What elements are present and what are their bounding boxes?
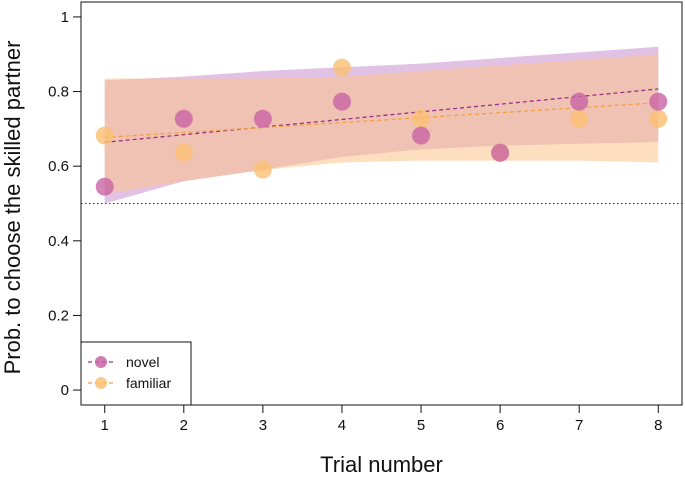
legend-label-familiar: familiar	[126, 375, 171, 391]
data-points	[95, 58, 668, 196]
x-tick-label-1: 1	[101, 417, 109, 434]
legend: novel familiar	[80, 341, 192, 406]
point-familiar-1	[95, 126, 114, 145]
x-tick-label-6: 6	[496, 417, 504, 434]
y-tick-label-0.8: 0.8	[48, 84, 69, 101]
legend-label-novel: novel	[126, 354, 159, 370]
point-novel-7	[570, 92, 589, 111]
y-tick-label-0.2: 0.2	[48, 307, 69, 324]
trend-lines	[104, 88, 659, 143]
point-familiar-5	[412, 109, 431, 128]
point-familiar-7	[570, 109, 589, 128]
x-tick-label-3: 3	[259, 417, 267, 434]
legend-marker-familiar	[95, 377, 107, 389]
x-tick-label-7: 7	[575, 417, 583, 434]
y-tick-label-0.4: 0.4	[48, 233, 69, 250]
point-novel-4	[332, 92, 351, 111]
y-axis-label: Prob. to choose the skilled partner	[0, 41, 25, 375]
x-axis-label: Trial number	[320, 452, 443, 477]
point-familiar-4	[332, 58, 351, 77]
trend-line-familiar	[104, 102, 659, 139]
trend-line-novel	[104, 88, 659, 143]
x-tick-label-4: 4	[338, 417, 346, 434]
point-novel-3	[253, 109, 272, 128]
confidence-bands	[104, 46, 659, 204]
y-tick-label-0: 0	[61, 382, 69, 399]
x-tick-label-2: 2	[180, 417, 188, 434]
x-tick-label-5: 5	[417, 417, 425, 434]
x-tick-label-8: 8	[654, 417, 662, 434]
point-familiar-3	[253, 160, 272, 179]
y-tick-label-1: 1	[61, 9, 69, 26]
x-axis: 1 2 3 4 5 6 7 8	[101, 405, 662, 434]
point-novel-1	[95, 177, 114, 196]
confidence-band-familiar	[104, 54, 659, 195]
legend-box	[80, 341, 192, 406]
point-familiar-8	[649, 109, 668, 128]
y-axis: 0 0.2 0.4 0.6 0.8 1	[48, 9, 81, 399]
point-familiar-2	[174, 143, 193, 162]
plot-frame	[80, 1, 683, 406]
legend-marker-novel	[95, 356, 107, 368]
point-novel-8	[649, 92, 668, 111]
point-novel-6	[491, 143, 510, 162]
y-tick-label-0.6: 0.6	[48, 158, 69, 175]
point-novel-5	[412, 126, 431, 145]
point-novel-2	[174, 109, 193, 128]
